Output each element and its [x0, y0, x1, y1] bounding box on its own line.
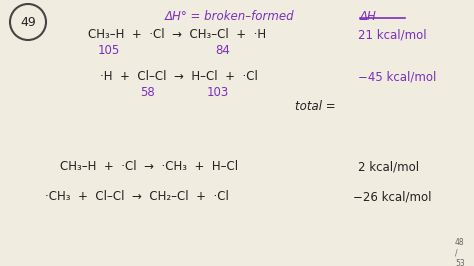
Text: total =: total =: [295, 100, 336, 113]
Text: ΔH° = broken–formed: ΔH° = broken–formed: [165, 10, 295, 23]
Text: ·CH₃  +  Cl–Cl  →  CH₂–Cl  +  ·Cl: ·CH₃ + Cl–Cl → CH₂–Cl + ·Cl: [45, 190, 229, 203]
Text: 84: 84: [215, 44, 230, 57]
Text: 105: 105: [98, 44, 120, 57]
Text: 103: 103: [207, 86, 229, 99]
Text: 58: 58: [140, 86, 155, 99]
Text: CH₃–H  +  ·Cl  →  CH₃–Cl  +  ·H: CH₃–H + ·Cl → CH₃–Cl + ·H: [88, 28, 266, 41]
Text: 49: 49: [20, 15, 36, 28]
Text: −45 kcal/mol: −45 kcal/mol: [358, 70, 437, 83]
Text: CH₃–H  +  ·Cl  →  ·CH₃  +  H–Cl: CH₃–H + ·Cl → ·CH₃ + H–Cl: [60, 160, 238, 173]
Text: 21 kcal/mol: 21 kcal/mol: [358, 28, 427, 41]
Text: −26 kcal/mol: −26 kcal/mol: [353, 190, 431, 203]
Text: ΔH: ΔH: [360, 10, 377, 23]
Text: ·H  +  Cl–Cl  →  H–Cl  +  ·Cl: ·H + Cl–Cl → H–Cl + ·Cl: [100, 70, 258, 83]
Text: 2 kcal/mol: 2 kcal/mol: [358, 160, 419, 173]
Text: 48
/
53: 48 / 53: [455, 238, 465, 266]
